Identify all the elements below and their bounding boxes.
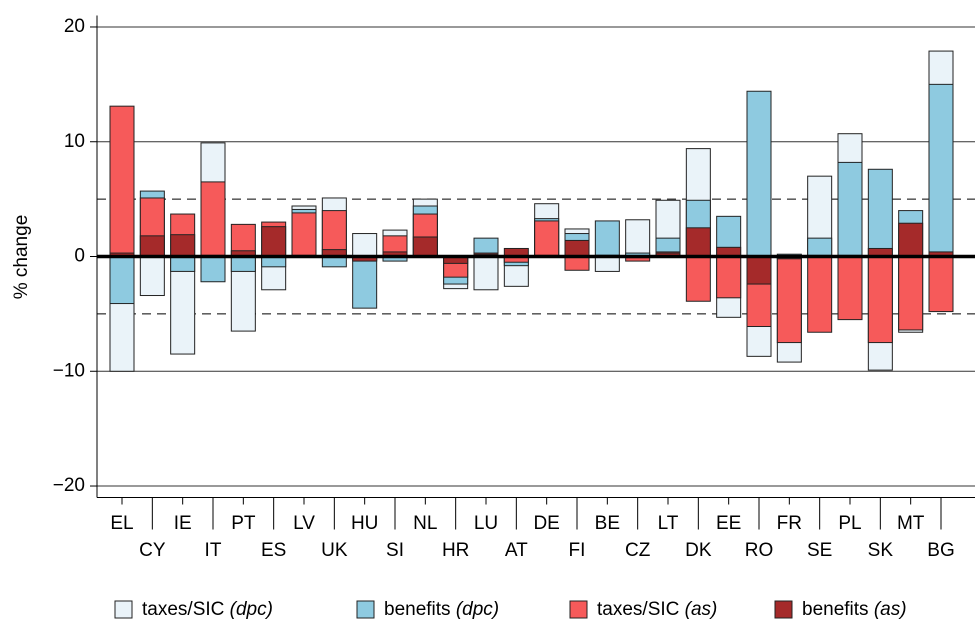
bar [473,256,499,291]
x-tick-label: SK [868,540,894,561]
bar [594,256,620,272]
bar [625,219,651,257]
x-tick-label: CY [139,540,166,561]
bar [898,256,924,331]
bar [230,256,256,272]
bar [352,256,378,309]
y-tick-label: −10 [53,360,85,381]
bar [928,83,954,257]
x-tick-label: DK [685,540,712,561]
legend-label: taxes/SIC (as) [597,599,717,620]
bar [139,256,165,297]
bar [534,220,560,258]
bar [412,236,438,258]
x-tick-label: ES [261,540,286,561]
bar [170,256,196,272]
x-tick-label: UK [321,540,348,561]
bar [776,256,802,344]
bar [352,233,378,258]
bar [109,256,135,305]
legend-swatch [356,600,375,619]
x-tick-label: LV [293,513,315,534]
legend-item: benefits (as) [774,599,907,620]
bar [139,235,165,257]
x-tick-label: LT [658,513,679,534]
x-tick-label: DE [533,513,559,534]
x-tick-label: SI [386,540,404,561]
y-tick-label: 10 [64,131,85,152]
x-tick-label: AT [505,540,528,561]
bar [837,161,863,257]
x-tick-label: NL [413,513,437,534]
x-tick-label: BE [595,513,620,534]
x-tick-label: BG [927,540,954,561]
bar [685,256,711,302]
y-axis-label: % change [11,215,32,300]
x-tick-label: PL [838,513,861,534]
x-tick-label: HU [351,513,378,534]
bar [807,256,833,333]
legend-label: benefits (as) [802,599,907,620]
legend-label: taxes/SIC (dpc) [142,599,273,620]
x-tick-label: SE [807,540,832,561]
bar [685,227,711,257]
y-tick-label: 20 [64,16,85,37]
bar [746,90,772,257]
bar [807,237,833,257]
bar [564,239,590,257]
bar [261,226,287,258]
legend-swatch [569,600,588,619]
legend-swatch [774,600,793,619]
bar [928,256,954,313]
legend-label: benefits (dpc) [384,599,499,620]
bar [200,256,226,283]
bar [170,256,196,355]
x-tick-label: RO [745,540,774,561]
x-tick-label: FR [777,513,802,534]
x-tick-label: IT [205,540,222,561]
x-tick-label: CZ [625,540,651,561]
x-tick-label: LU [474,513,498,534]
x-tick-label: MT [897,513,925,534]
bar [837,256,863,321]
bar [898,222,924,258]
bar [109,105,135,257]
x-tick-label: FI [569,540,586,561]
legend-item: taxes/SIC (dpc) [114,599,273,620]
y-tick-label: 0 [74,246,85,267]
x-tick-label: IE [174,513,192,534]
bar [867,256,893,344]
bar [200,181,226,257]
legend-item: taxes/SIC (as) [569,599,717,620]
bar [746,256,772,285]
bar [170,234,196,257]
legend-swatch [114,600,133,619]
bar [716,256,742,299]
x-tick-label: EE [716,513,741,534]
bar [291,212,317,257]
x-tick-label: EL [110,513,133,534]
bar [594,220,620,258]
bar [564,256,590,271]
x-tick-label: HR [442,540,469,561]
x-tick-label: PT [231,513,256,534]
legend-item: benefits (dpc) [356,599,499,620]
bar [867,168,893,257]
y-tick-label: −20 [53,475,85,496]
